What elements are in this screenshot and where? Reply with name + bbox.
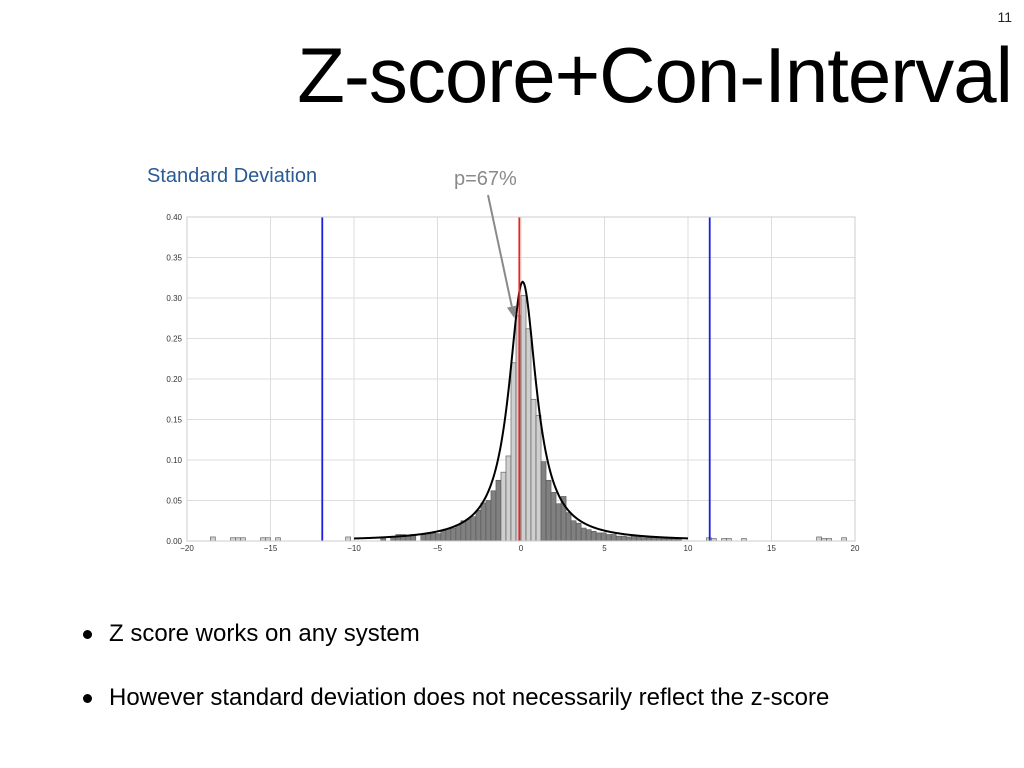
histogram-bar — [595, 532, 602, 542]
plot-frame — [186, 216, 856, 542]
slide-number: 11 — [997, 9, 1012, 25]
histogram-bar — [585, 529, 592, 542]
histogram-bar — [530, 398, 537, 542]
fit-curve — [353, 280, 689, 540]
y-tick-label: 0.40 — [166, 213, 182, 222]
histogram-bar — [590, 530, 597, 542]
histogram-bar — [480, 502, 487, 542]
x-tick-label: 20 — [851, 544, 860, 553]
histogram-bar — [610, 534, 617, 542]
histogram-bar — [445, 528, 452, 542]
histogram-bar — [620, 535, 627, 542]
y-tick-labels: 0.00 0.05 0.10 0.15 0.20 0.25 0.30 0.35 0.40 — [166, 213, 182, 546]
histogram-bar — [210, 536, 216, 542]
histogram-bar — [550, 492, 557, 542]
histogram-bar — [430, 532, 437, 542]
x-tick-label: −10 — [347, 544, 361, 553]
histogram-bar — [545, 479, 552, 542]
histogram-bar — [435, 533, 442, 542]
histogram-bar — [505, 455, 512, 542]
y-tick-label: 0.00 — [166, 537, 182, 546]
histogram-bar — [490, 490, 497, 542]
annotation-label: p=67% — [454, 168, 517, 190]
histogram-bar — [575, 522, 582, 542]
histogram-bar — [500, 471, 507, 542]
histogram-bar — [615, 535, 622, 542]
histogram-bar — [565, 512, 572, 542]
histogram-bar — [420, 534, 427, 542]
x-tick-label: −15 — [264, 544, 278, 553]
histogram-bar — [440, 530, 447, 542]
histogram-bar — [510, 362, 517, 542]
bullet-item: However standard deviation does not nece… — [82, 684, 982, 712]
y-tick-label: 0.20 — [166, 375, 182, 384]
x-tick-label: −5 — [433, 544, 443, 553]
y-tick-label: 0.15 — [166, 416, 182, 425]
histogram-bar — [540, 461, 547, 542]
x-tick-label: 0 — [519, 544, 524, 553]
histogram-bar — [520, 295, 527, 542]
histogram-bar — [495, 479, 502, 542]
annotation-arrow-line — [487, 194, 513, 307]
histogram-bar — [525, 328, 532, 542]
histogram-bar — [425, 533, 432, 542]
histogram-bar — [630, 535, 637, 542]
histogram-bars — [210, 295, 847, 542]
bullet-item: Z score works on any system — [82, 620, 982, 648]
histogram-bar — [816, 536, 822, 542]
y-tick-label: 0.35 — [166, 254, 182, 263]
histogram-bar — [635, 536, 642, 542]
x-tick-label: −20 — [180, 544, 194, 553]
histogram-bar — [475, 509, 482, 542]
y-tick-label: 0.30 — [166, 294, 182, 303]
histogram-bar — [625, 536, 632, 542]
histogram-bar — [535, 415, 542, 542]
histogram-bar — [455, 524, 462, 542]
bullet-list: Z score works on any system However stan… — [82, 620, 982, 748]
annotation-arrow-head — [506, 305, 517, 319]
histogram-bar — [465, 518, 472, 542]
annotation: p=67% — [454, 168, 517, 319]
y-tick-label: 0.05 — [166, 497, 182, 506]
reference-lines — [321, 217, 711, 541]
chart-subtitle: Standard Deviation — [147, 165, 318, 187]
histogram-bar — [605, 534, 612, 542]
x-tick-label: 15 — [767, 544, 776, 553]
slide-title: Z-score+Con-Interval — [297, 31, 1013, 119]
histogram-bar — [555, 503, 562, 542]
histogram-bar — [485, 500, 492, 542]
y-tick-label: 0.10 — [166, 456, 182, 465]
histogram-bar — [450, 527, 457, 542]
histogram-bar — [345, 536, 351, 542]
chart: −20 −15 −10 −5 0 5 10 15 20 0.00 0.05 0.10 0.15 0.20… — [166, 168, 860, 553]
histogram-bar — [570, 520, 577, 542]
histogram-bar — [470, 516, 477, 542]
y-tick-label: 0.25 — [166, 335, 182, 344]
histogram-bar — [600, 532, 607, 542]
x-tick-label: 10 — [684, 544, 693, 553]
histogram-bar — [580, 527, 587, 542]
x-tick-labels: −20 −15 −10 −5 0 5 10 15 20 — [180, 544, 860, 553]
x-tick-label: 5 — [602, 544, 607, 553]
histogram-bar — [405, 535, 412, 542]
